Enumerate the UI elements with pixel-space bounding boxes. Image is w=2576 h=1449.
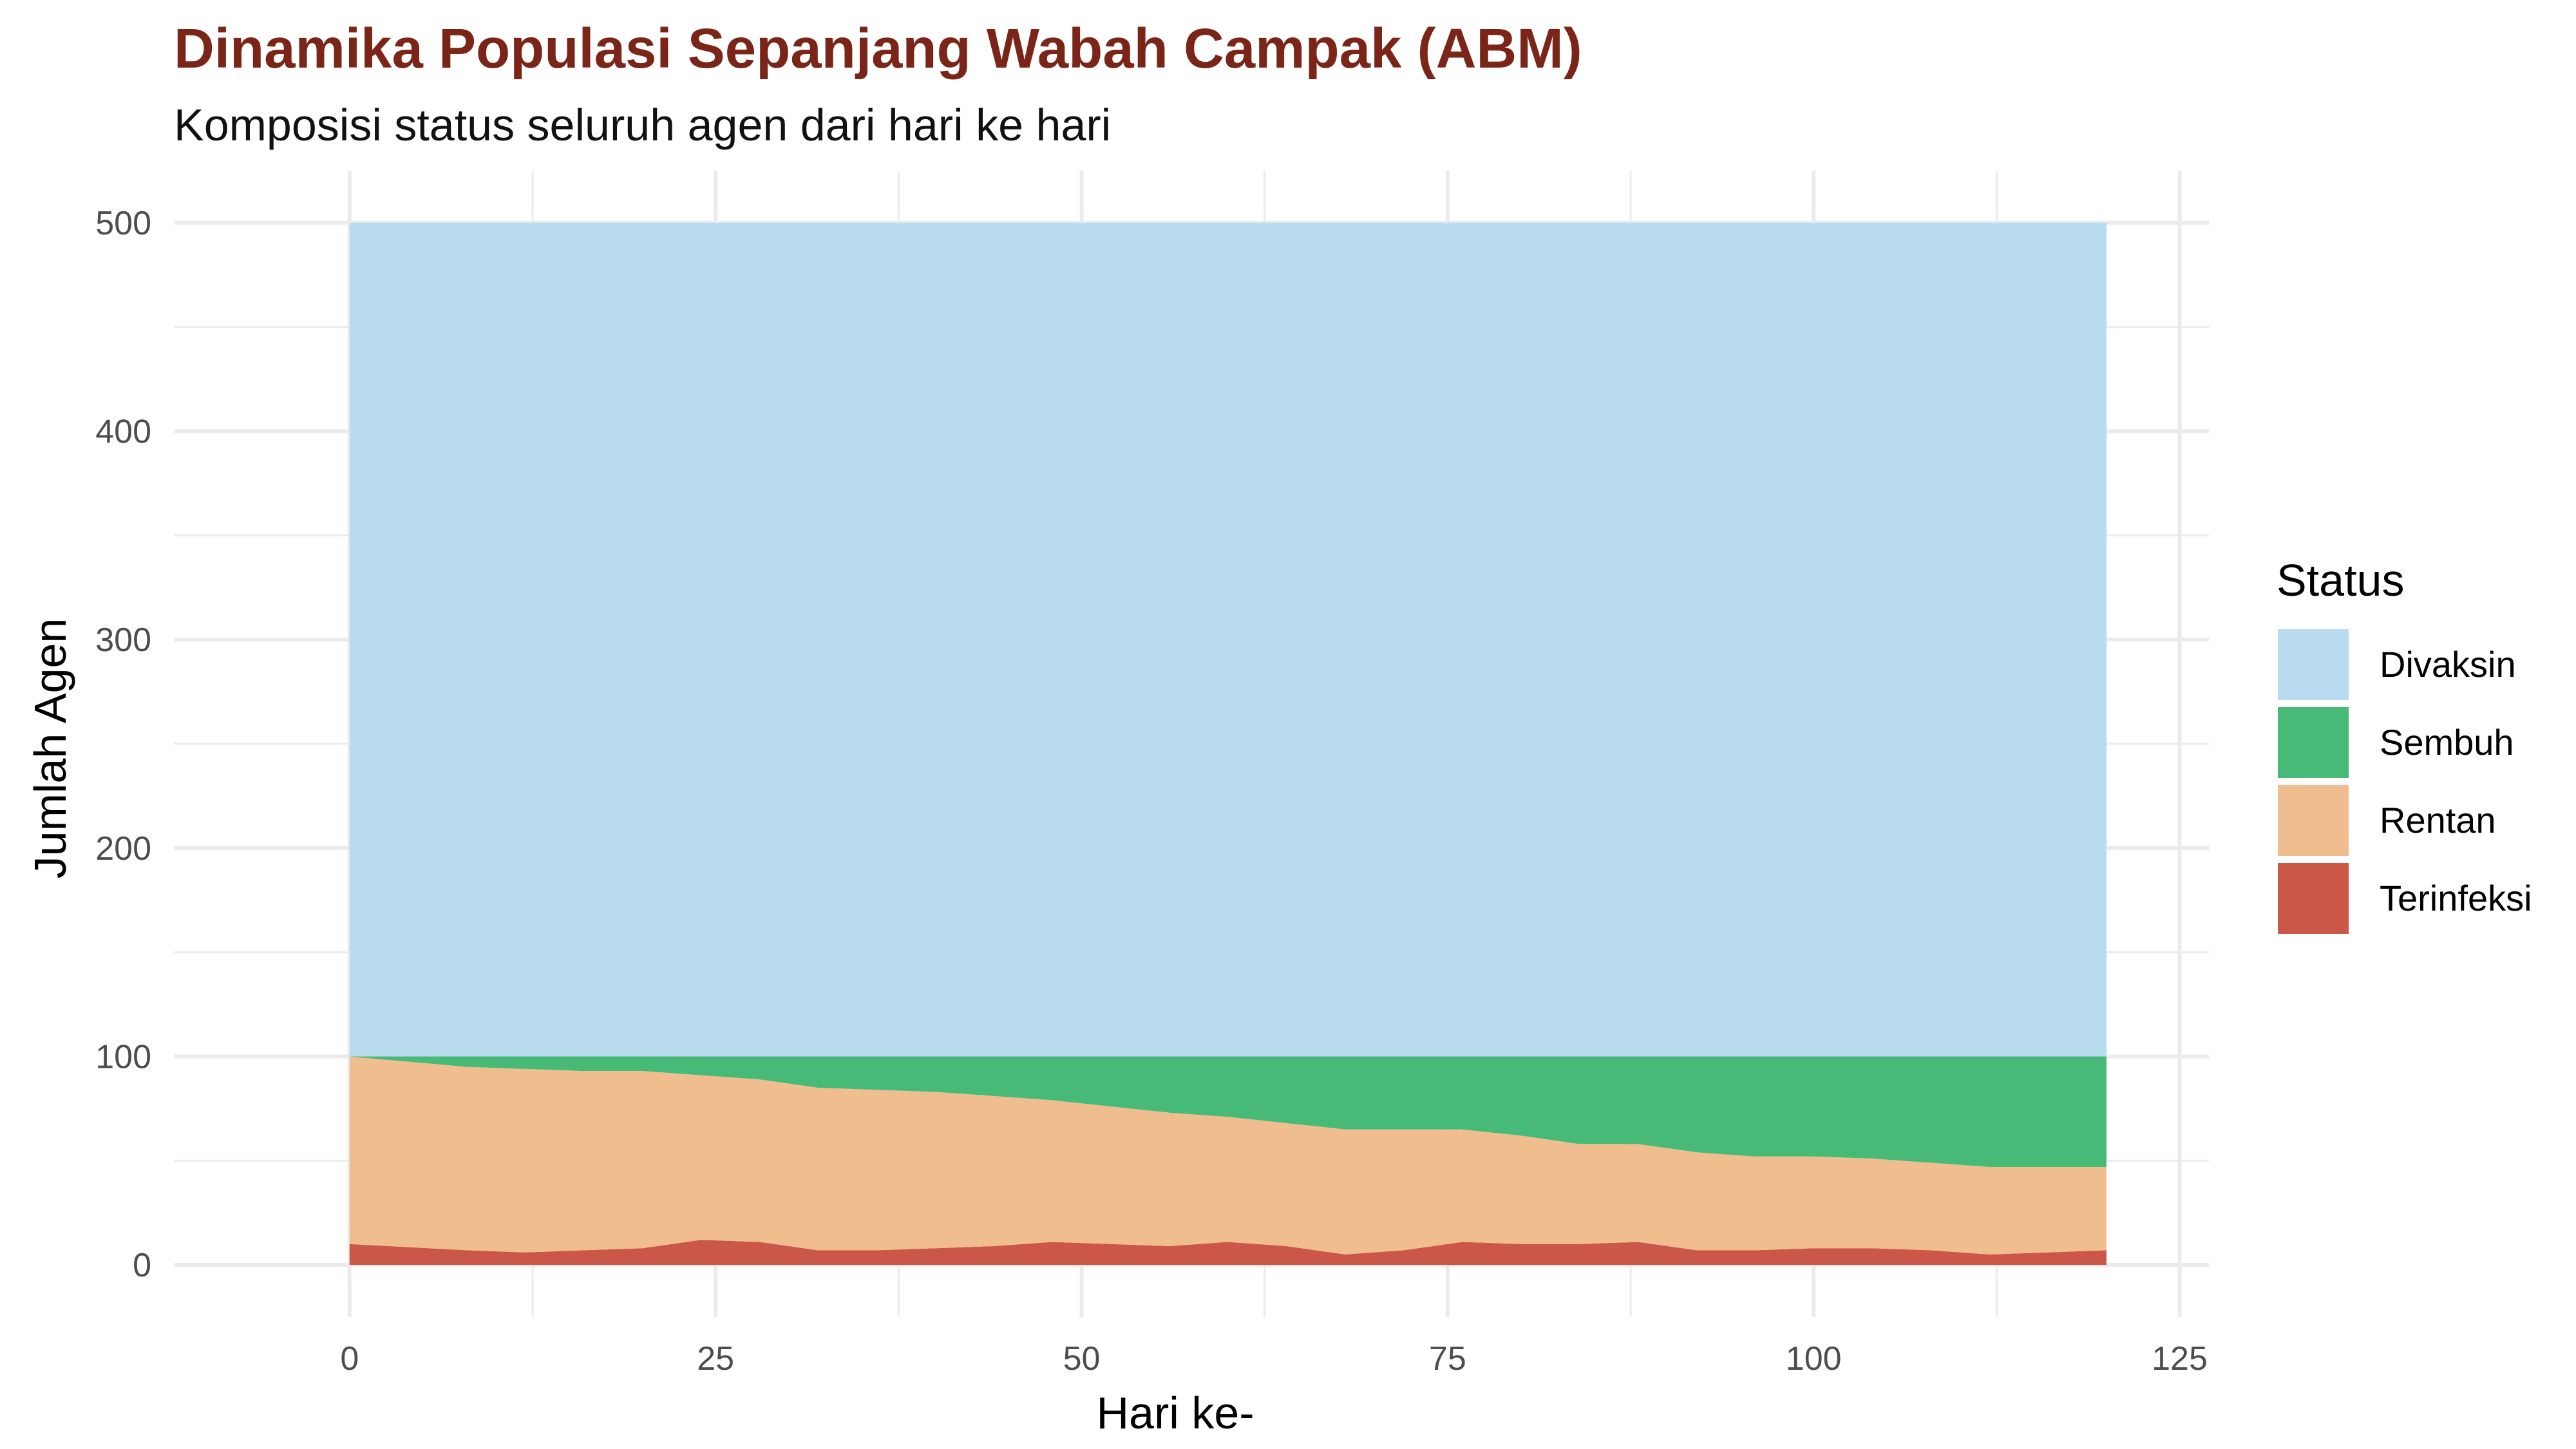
y-tick-label: 100 [95, 1038, 151, 1075]
y-tick-label: 300 [95, 621, 151, 659]
chart-subtitle: Komposisi status seluruh agen dari hari … [174, 100, 1111, 150]
legend-title: Status [2277, 555, 2404, 605]
x-tick-label: 50 [1063, 1340, 1101, 1378]
y-axis-title: Jumlah Agen [25, 618, 75, 879]
y-tick-label: 400 [95, 413, 151, 451]
x-tick-label: 0 [340, 1340, 359, 1378]
x-tick-label: 75 [1429, 1340, 1466, 1378]
legend-label-sembuh: Sembuh [2380, 722, 2514, 762]
x-tick-label: 125 [2152, 1340, 2208, 1378]
x-axis-title: Hari ke- [1096, 1388, 1254, 1438]
stacked-areas [349, 222, 2107, 1265]
x-tick-label: 100 [1786, 1340, 1842, 1378]
y-tick-label: 200 [95, 830, 151, 867]
area-divaksin [349, 222, 2107, 1057]
legend-swatch-sembuh [2278, 707, 2349, 778]
legend-swatch-divaksin [2278, 629, 2349, 700]
legend-swatch-terinfeksi [2278, 863, 2349, 934]
legend-label-terinfeksi: Terinfeksi [2380, 878, 2532, 918]
x-tick-label: 25 [697, 1340, 734, 1378]
legend-label-divaksin: Divaksin [2380, 644, 2516, 685]
area-rentan [349, 1056, 2107, 1255]
legend-swatch-rentan [2278, 785, 2349, 856]
x-axis-ticks: 0 25 50 75 100 125 [340, 1340, 2208, 1378]
legend: Status Divaksin Sembuh Rentan Terinfeksi [2277, 555, 2532, 934]
chart-title: Dinamika Populasi Sepanjang Wabah Campak… [174, 17, 1582, 80]
y-tick-label: 0 [133, 1247, 151, 1284]
y-axis-ticks: 0 100 200 300 400 500 [95, 205, 151, 1284]
area-sembuh [349, 1056, 2107, 1167]
y-tick-label: 500 [95, 205, 151, 242]
area-terinfeksi [349, 1240, 2107, 1265]
legend-label-rentan: Rentan [2380, 800, 2496, 840]
